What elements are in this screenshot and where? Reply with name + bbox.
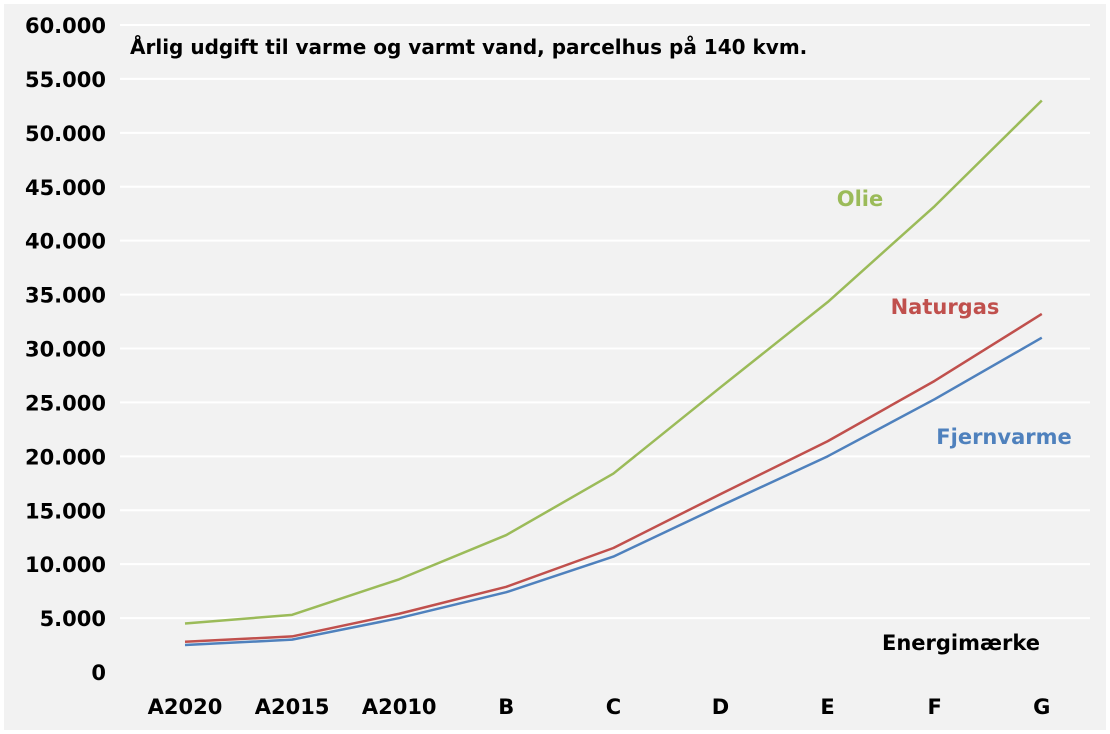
series-line-olie [184,99,1043,625]
series-lines [184,99,1043,647]
series-label-naturgas: Naturgas [891,295,1000,319]
x-tick-label: A2010 [362,695,437,719]
series-line-fjernvarme [184,336,1043,647]
plot-background [4,4,1106,730]
y-tick-label: 5.000 [40,607,106,631]
x-tick-label: G [1033,695,1050,719]
chart-title: Årlig udgift til varme og varmt vand, pa… [130,35,807,59]
x-tick-label: C [606,695,621,719]
y-tick-label: 0 [91,661,106,685]
y-tick-label: 30.000 [25,338,106,362]
y-tick-label: 10.000 [25,553,106,577]
y-tick-label: 60.000 [25,14,106,38]
y-tick-label: 50.000 [25,122,106,146]
y-tick-label: 45.000 [25,176,106,200]
x-tick-label: B [498,695,514,719]
series-labels: Olie Naturgas Fjernvarme [837,187,1072,449]
series-label-fjernvarme: Fjernvarme [936,425,1071,449]
y-tick-label: 55.000 [25,68,106,92]
x-tick-label: A2015 [255,695,330,719]
x-tick-label: A2020 [148,695,223,719]
x-axis-ticks: A2020 A2015 A2010 B C D E F G [148,695,1051,719]
x-tick-label: F [928,695,942,719]
y-tick-label: 35.000 [25,284,106,308]
series-label-olie: Olie [837,187,884,211]
series-line-naturgas [184,312,1043,644]
y-tick-label: 25.000 [25,391,106,415]
y-tick-label: 20.000 [25,445,106,469]
x-tick-label: E [820,695,834,719]
y-tick-label: 40.000 [25,230,106,254]
y-tick-label: 15.000 [25,499,106,523]
x-axis-title: Energimærke [882,631,1040,655]
y-axis-ticks: 0 5.000 10.000 15.000 20.000 25.000 30.000 35.0… [25,14,106,685]
x-tick-label: D [712,695,729,719]
gridlines [120,24,1090,620]
